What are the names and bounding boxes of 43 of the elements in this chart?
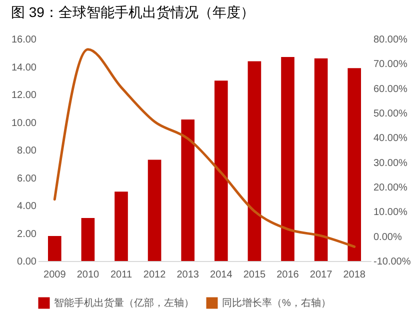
x-tick-label: 2014 <box>210 270 233 280</box>
bar <box>181 119 195 261</box>
y-tick-label: 4.00 <box>17 201 37 212</box>
y2-tick-label: 30.00% <box>374 158 408 169</box>
legend-label: 同比增长率（%，右轴） <box>222 297 331 309</box>
y2-tick-label: 40.00% <box>374 133 408 144</box>
y-tick-label: 6.00 <box>17 173 37 184</box>
y-tick-label: 14.00 <box>11 62 37 74</box>
y2-tick-label: 20.00% <box>374 182 408 194</box>
x-tick-label: 2011 <box>110 270 132 280</box>
bar <box>348 68 362 261</box>
y2-tick-label: 60.00% <box>374 84 408 95</box>
y2-tick-label: 80.00% <box>374 34 408 46</box>
x-tick-label: 2015 <box>243 270 266 280</box>
x-tick-label: 2018 <box>343 270 366 280</box>
x-tick-label: 2016 <box>276 270 300 280</box>
bar <box>48 236 62 261</box>
y-tick-label: 10.00 <box>11 118 37 129</box>
y2-tick-label: 50.00% <box>374 108 408 120</box>
y-tick-label: 12.00 <box>11 90 37 101</box>
bar <box>148 160 162 261</box>
bar <box>214 80 228 261</box>
y2-tick-label: 70.00% <box>374 59 408 70</box>
bar <box>114 192 128 261</box>
y-tick-label: 8.00 <box>17 146 37 156</box>
bar <box>248 61 262 261</box>
x-tick-label: 2009 <box>44 270 66 280</box>
y2-tick-label: 0.00% <box>374 232 402 243</box>
legend-label: 智能手机出货量（亿部，左轴） <box>54 297 194 309</box>
x-tick-label: 2013 <box>176 270 200 280</box>
bar <box>281 57 294 261</box>
y-tick-label: 16.00 <box>11 34 37 46</box>
y2-tick-label: 10.00% <box>374 207 408 218</box>
bar <box>314 58 328 261</box>
y-tick-label: 2.00 <box>17 228 37 240</box>
x-tick-label: 2017 <box>310 270 333 280</box>
y-tick-label: 0.00 <box>17 256 37 268</box>
x-tick-label: 2012 <box>143 270 166 280</box>
y2-tick-label: -10.00% <box>374 256 411 268</box>
x-tick-label: 2010 <box>76 270 100 280</box>
chart-title: 图 39：全球智能手机出货情况（年度） <box>10 4 254 20</box>
line-series <box>53 48 356 248</box>
bar <box>81 218 95 261</box>
